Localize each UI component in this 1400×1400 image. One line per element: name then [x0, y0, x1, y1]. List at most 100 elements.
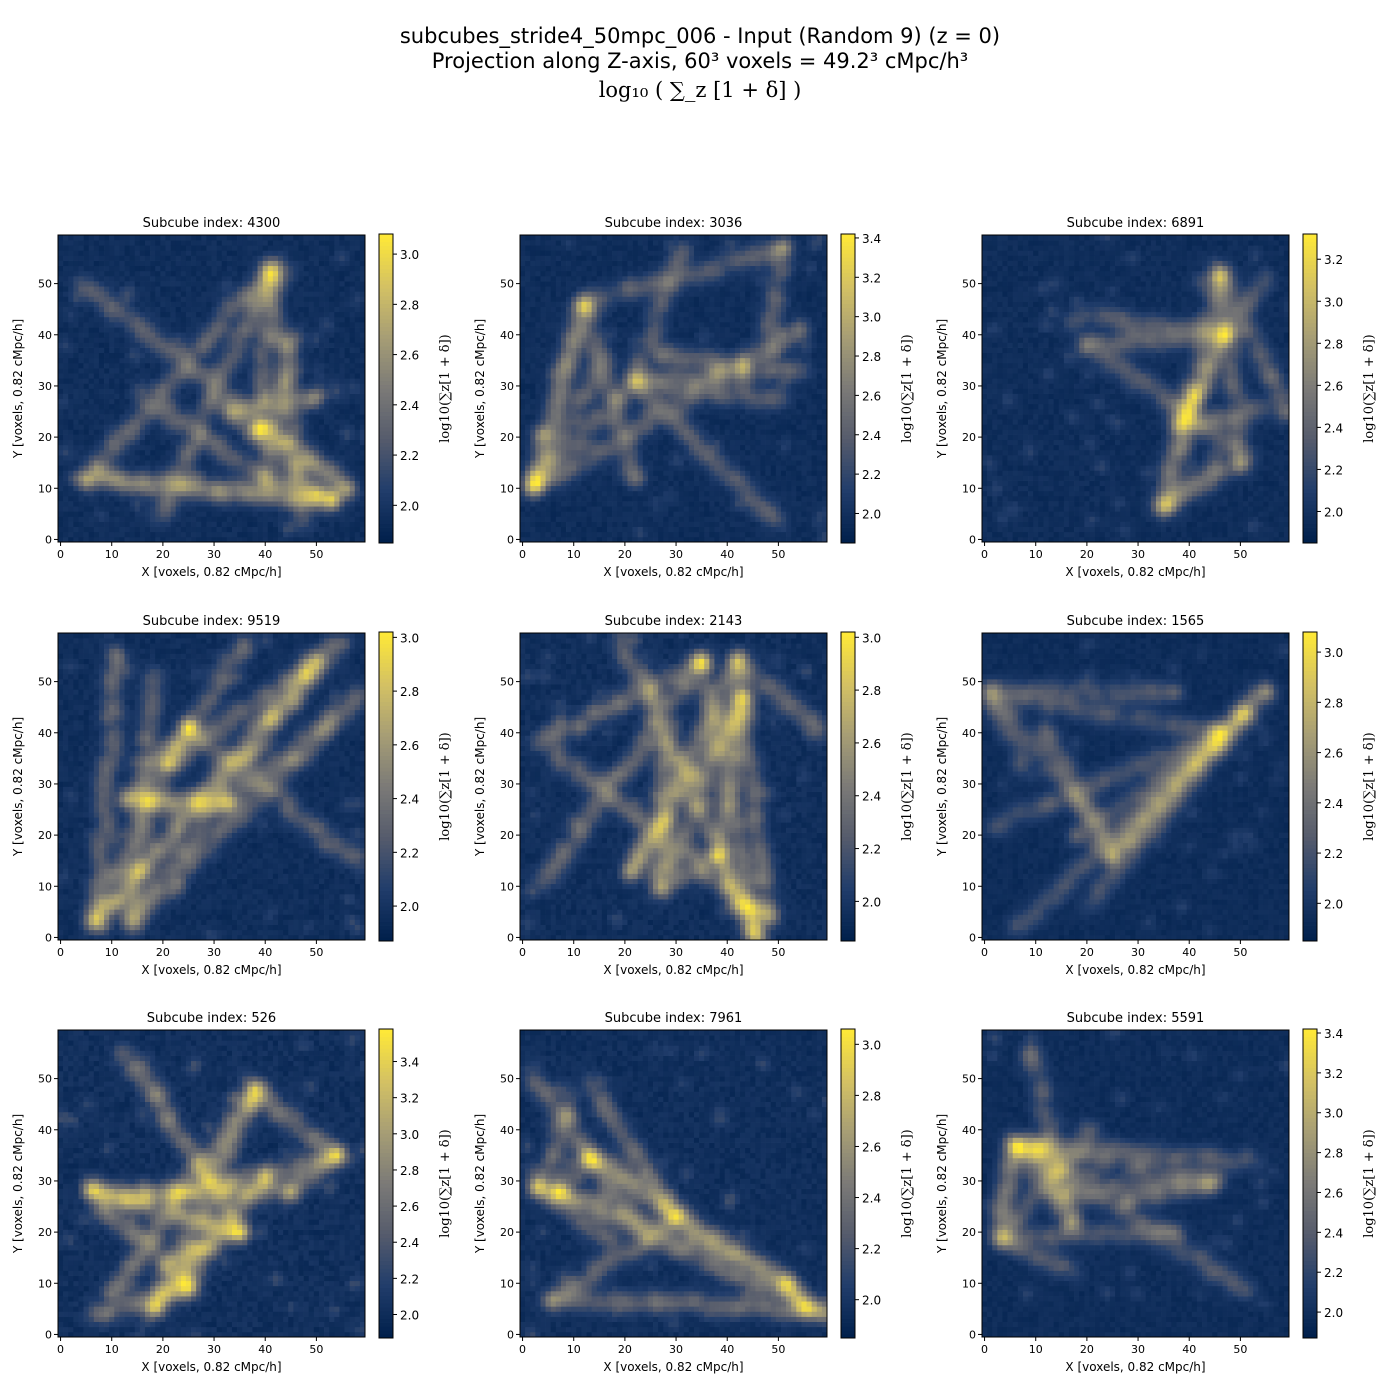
- heatmap-cell: [257, 429, 264, 435]
- heatmap-cell: [545, 475, 552, 481]
- colorbar-step: [379, 384, 393, 389]
- heatmap-cell: [278, 460, 284, 466]
- heatmap-cell: [313, 388, 320, 394]
- heatmap-cell: [683, 455, 690, 461]
- heatmap-cell: [755, 531, 761, 538]
- heatmap-cell: [734, 449, 741, 456]
- heatmap-cell: [349, 311, 356, 318]
- heatmap-cell: [201, 373, 207, 379]
- heatmap-cell: [272, 490, 279, 497]
- heatmap-cell: [134, 327, 141, 333]
- heatmap-cell: [344, 240, 350, 246]
- heatmap-cell: [663, 434, 669, 441]
- heatmap-cell: [242, 516, 248, 522]
- heatmap-cell: [581, 449, 587, 456]
- heatmap-cell: [237, 414, 243, 420]
- heatmap-cell: [160, 536, 166, 543]
- heatmap-cell: [155, 455, 161, 461]
- heatmap-cell: [160, 490, 166, 497]
- heatmap-cell: [221, 449, 228, 456]
- figure-title-line-3: log₁₀ ( ∑_z [1 + δ] ): [0, 78, 1400, 103]
- heatmap-cell: [231, 475, 238, 481]
- heatmap-cell: [73, 480, 79, 487]
- heatmap-cell: [83, 408, 90, 415]
- heatmap-cell: [298, 419, 304, 425]
- heatmap-cell: [237, 240, 243, 246]
- heatmap-cell: [303, 398, 310, 405]
- heatmap-cell: [196, 455, 202, 461]
- heatmap-cell: [745, 460, 751, 466]
- heatmap-cell: [755, 506, 761, 512]
- heatmap-cell: [144, 501, 151, 507]
- heatmap-cell: [144, 265, 151, 272]
- heatmap-cell: [765, 475, 772, 481]
- heatmap-cell: [191, 490, 197, 497]
- heatmap-image: [58, 235, 366, 543]
- heatmap-cell: [324, 455, 330, 461]
- heatmap-cell: [324, 531, 330, 538]
- heatmap-cell: [765, 511, 772, 517]
- heatmap-cell: [313, 495, 320, 502]
- heatmap-cell: [237, 536, 243, 543]
- heatmap-cell: [329, 357, 335, 364]
- heatmap-cell: [114, 321, 120, 328]
- heatmap-cell: [308, 398, 315, 405]
- heatmap-cell: [525, 439, 531, 446]
- heatmap-cell: [144, 403, 151, 410]
- heatmap-cell: [216, 245, 223, 251]
- heatmap-cell: [58, 424, 64, 430]
- heatmap-cell: [324, 403, 330, 410]
- heatmap-cell: [278, 511, 284, 517]
- heatmap-cell: [68, 327, 74, 333]
- heatmap-cell: [298, 383, 304, 389]
- heatmap-cell: [78, 455, 84, 461]
- heatmap-cell: [627, 531, 633, 538]
- heatmap-cell: [653, 511, 659, 517]
- heatmap-cell: [78, 316, 84, 323]
- heatmap-cell: [134, 265, 141, 272]
- heatmap-cell: [339, 291, 345, 297]
- heatmap-cell: [242, 337, 248, 343]
- heatmap-cell: [272, 306, 279, 313]
- heatmap-cell: [73, 347, 79, 354]
- heatmap-cell: [257, 306, 264, 313]
- heatmap-cell: [252, 245, 258, 251]
- heatmap-cell: [278, 332, 284, 338]
- heatmap-cell: [196, 362, 202, 369]
- heatmap-cell: [155, 245, 161, 251]
- heatmap-cell: [642, 449, 649, 456]
- heatmap-cell: [806, 506, 812, 512]
- heatmap-cell: [58, 337, 64, 343]
- heatmap-cell: [221, 526, 228, 533]
- heatmap-cell: [247, 398, 253, 405]
- heatmap-cell: [129, 475, 136, 481]
- heatmap-cell: [293, 245, 299, 251]
- heatmap-cell: [83, 490, 90, 497]
- heatmap-cell: [114, 455, 120, 461]
- heatmap-cell: [272, 352, 279, 359]
- heatmap-cell: [791, 460, 797, 466]
- heatmap-cell: [247, 357, 253, 364]
- heatmap-cell: [278, 439, 284, 446]
- heatmap-cell: [298, 357, 304, 364]
- heatmap-cell: [109, 281, 115, 287]
- heatmap-cell: [247, 291, 253, 297]
- heatmap-cell: [693, 490, 700, 497]
- heatmap-cell: [267, 480, 274, 487]
- heatmap-cell: [354, 480, 361, 487]
- heatmap-cell: [242, 352, 248, 359]
- heatmap-cell: [550, 439, 557, 446]
- heatmap-cell: [329, 516, 335, 522]
- heatmap-cell: [586, 495, 592, 502]
- heatmap-cell: [185, 362, 192, 369]
- heatmap-cell: [581, 506, 587, 512]
- heatmap-cell: [673, 506, 679, 512]
- heatmap-cell: [160, 275, 166, 282]
- heatmap-cell: [545, 501, 552, 507]
- heatmap-cell: [683, 460, 690, 466]
- heatmap-cell: [98, 393, 105, 400]
- heatmap-cell: [740, 460, 746, 466]
- heatmap-cell: [150, 286, 156, 292]
- heatmap-cell: [257, 536, 264, 543]
- heatmap-cell: [318, 378, 325, 384]
